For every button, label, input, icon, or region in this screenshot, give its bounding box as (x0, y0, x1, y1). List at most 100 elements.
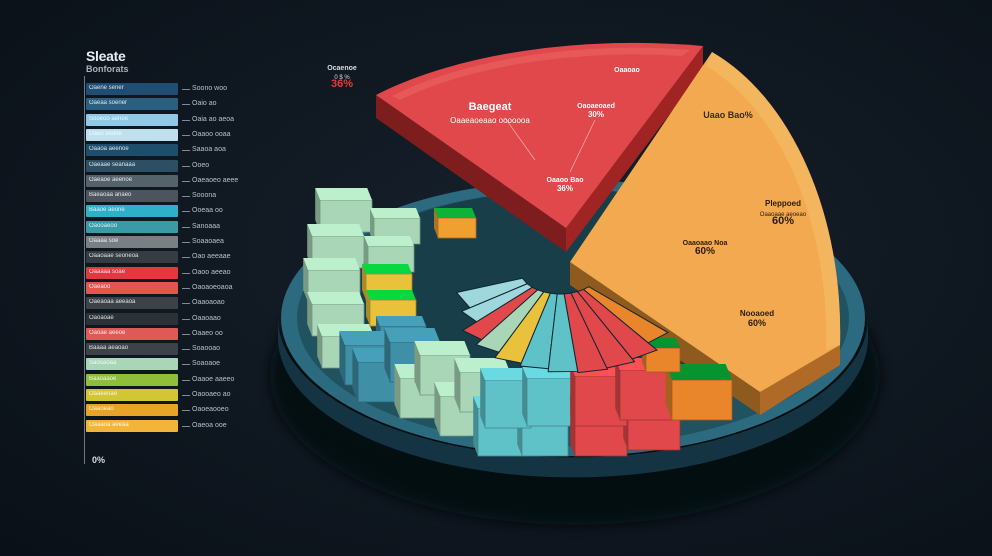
legend-swatch: Baaaa aeaoao (86, 343, 178, 356)
block-side (303, 258, 308, 302)
annotation-sublabel: 0 $ % (334, 75, 350, 81)
legend-swatch-label: Oaoo soone (89, 130, 122, 137)
legend-tick (182, 379, 190, 381)
legend-row: Oaaoa aeenoe Saaoa aoa (86, 144, 314, 157)
legend-title: Sleate (86, 48, 126, 64)
ann-red-big: Baegeat Oaaeaoeaao ooooooa (450, 101, 530, 125)
legend-swatch: Oaeaoe aeenoe (86, 174, 178, 187)
legend-swatch-label: Sooeoo aenoe (89, 115, 129, 122)
annotation-value: 36% (331, 78, 353, 90)
legend-label: Oaoeaooeo (192, 406, 229, 414)
legend-tick (182, 333, 190, 335)
legend-swatch: Oaaaoa aeeaa (86, 419, 178, 432)
legend-tick (182, 134, 190, 136)
legend-swatch-label: Oaaoeao (89, 406, 114, 413)
legend-label: Ooeaa oo (192, 207, 223, 215)
legend-swatch: Baaoaaoe (86, 373, 178, 386)
legend-row: Oaeaoe aeenoe Oaeaoeo aeee (86, 174, 314, 187)
block-top (414, 341, 470, 355)
legend-row: Oaeaa soener Oaio ao (86, 98, 314, 111)
legend-label: Sanoaaa (192, 222, 221, 230)
fan-wedge (570, 291, 636, 369)
legend-tick (182, 150, 190, 152)
block-side (339, 331, 345, 385)
leader-line (569, 119, 596, 173)
legend-swatch: Oaeaoo (86, 281, 178, 294)
legend-swatch: Saooaoaa (86, 358, 178, 371)
block-side (480, 368, 485, 428)
legend-row: Baaoe aeone Ooeaa oo (86, 205, 314, 218)
annotation-label: Nooaoed (740, 309, 774, 318)
legend-row: Oaaaoa aeeaa Oaeoa ooe (86, 419, 314, 432)
legend-swatch-label: Baaoaaoe (89, 375, 117, 382)
legend-swatch-label: Oaaoaae seoneoa (89, 253, 139, 260)
block-top (339, 331, 395, 345)
legend-label: Sooona (192, 192, 217, 200)
legend-swatch: Oaene sener (86, 83, 178, 95)
legend-label: Oaaoe aaeeo (192, 375, 235, 383)
legend-label: Soaoaoe (192, 360, 221, 368)
legend-swatch-label: Oaaeeoao (89, 391, 118, 397)
legend-swatch: Oaeaa soener (86, 98, 178, 111)
block-top (370, 208, 420, 218)
legend-swatch-label: Oaaaoa aeeaa (89, 421, 129, 428)
legend-tick (182, 395, 190, 396)
legend-tick (182, 410, 190, 412)
block-side (307, 224, 312, 268)
annotation-value: 30% (588, 110, 604, 119)
annotation-label: Pleppoed (765, 199, 801, 208)
legend-tick (182, 104, 190, 106)
block-side (384, 328, 390, 382)
block-top (376, 316, 426, 326)
block-top (366, 290, 416, 300)
legend-swatch: Baaoe aeone (86, 205, 178, 218)
legend-swatch-label: Oaoae aeeoe (89, 329, 126, 336)
block-front (526, 377, 574, 427)
legend-row: Oaeaoaa aeeaoa Oaaoaoao (86, 297, 314, 310)
annotation-label: Oaaoao (614, 67, 640, 74)
annotation-label: Oaaoaao Noa (683, 240, 728, 247)
legend-row: Oaaoaae seoneoa Oao aeeaae (86, 251, 314, 264)
block-segment (522, 366, 574, 427)
legend-tick (182, 349, 190, 351)
legend-label: Oaaoaoao (192, 299, 225, 307)
annotation-value: 60% (748, 318, 766, 328)
legend-swatch-label: Oaaaaa soae (89, 268, 126, 275)
legend-swatch: Oaaoa aeenoe (86, 144, 178, 157)
legend-label: Soono woo (192, 85, 228, 92)
legend-row: Oaene sener Soono woo (86, 83, 314, 95)
slice-orange (570, 52, 841, 392)
legend-label: Ooeo (192, 161, 210, 169)
block-top (480, 368, 531, 380)
annotation-label: Uaao Bao% (703, 110, 753, 120)
legend-row: Sooeoo aenoe Oaia ao aeoa (86, 113, 314, 126)
legend-label: Oao aeeaae (192, 253, 231, 261)
legend-label: Oaooaeo ao (192, 391, 231, 398)
block-side (665, 364, 672, 420)
legend-tick (182, 287, 190, 289)
slice-red-side (376, 95, 566, 252)
block-top (307, 292, 364, 304)
legend-swatch-label: Oaeaoo (89, 283, 111, 290)
block-side (454, 358, 460, 412)
fan-wedge (563, 292, 609, 374)
legend-swatch: Oaoo soone (86, 128, 178, 141)
legend-label: Oaoo aeeao (192, 268, 231, 276)
legend-tick (182, 303, 190, 305)
legend-swatch: Baeaoaa anaeo (86, 190, 178, 203)
legend-tick (182, 425, 190, 427)
block-side (364, 236, 368, 272)
slice-red-side2 (566, 46, 703, 252)
legend-swatch-label: Oaeaoaa aeeaoa (89, 299, 136, 306)
legend-label: Soaooao (192, 345, 221, 353)
fan-wedge (576, 288, 658, 360)
legend-label: Oaaoaao (192, 314, 221, 322)
block-side (394, 364, 400, 418)
block-side (317, 324, 322, 368)
legend-swatch-label: Oaeaa soener (89, 100, 128, 107)
block-front (619, 369, 673, 421)
